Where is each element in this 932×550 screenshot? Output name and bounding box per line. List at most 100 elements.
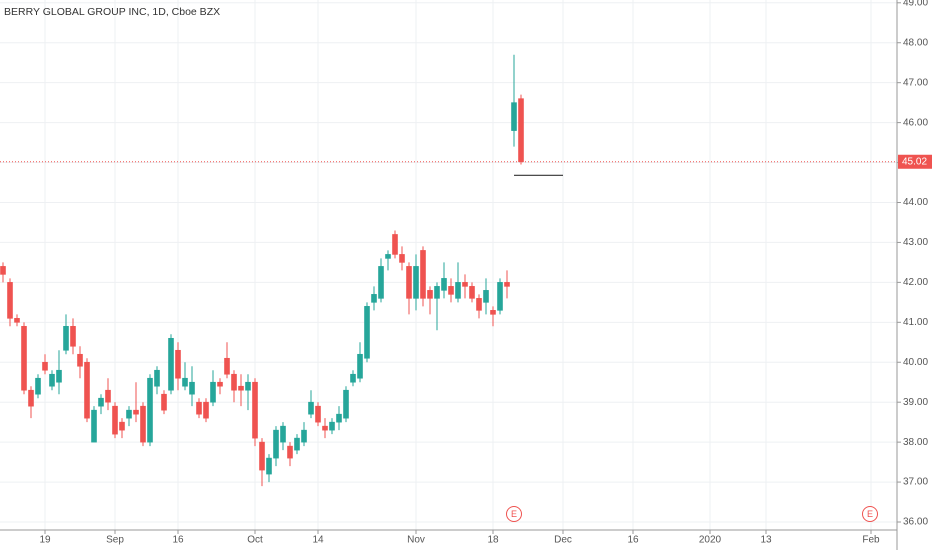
- chart-title: BERRY GLOBAL GROUP INC, 1D, Cboe BZX: [4, 6, 220, 18]
- candle-body: [518, 98, 524, 163]
- x-tick-label: 2020: [699, 535, 722, 546]
- candle-body: [203, 401, 209, 419]
- candle-body: [189, 381, 195, 395]
- candle-body: [133, 409, 139, 415]
- candle-body: [175, 349, 181, 379]
- x-tick-label: 16: [627, 535, 639, 546]
- candle-body: [35, 377, 41, 395]
- x-tick-label: Dec: [554, 535, 572, 546]
- earnings-marker: [506, 506, 522, 522]
- candle-body: [392, 234, 398, 255]
- candle-body: [280, 425, 286, 443]
- candle-body: [182, 377, 188, 387]
- y-tick-label: 41.00: [903, 317, 928, 328]
- x-tick-label: 16: [172, 535, 184, 546]
- y-tick-label: 42.00: [903, 277, 928, 288]
- candle-body: [273, 429, 279, 459]
- candle-body: [413, 266, 419, 299]
- candle-body: [119, 421, 125, 431]
- candle-body: [483, 290, 489, 303]
- candle-body: [469, 286, 475, 299]
- y-tick-label: 40.00: [903, 357, 928, 368]
- candle-body: [420, 250, 426, 299]
- candle-body: [336, 413, 342, 423]
- candle-body: [399, 254, 405, 263]
- candle-body: [427, 290, 433, 299]
- earnings-label: E: [511, 509, 517, 519]
- candle-body: [287, 445, 293, 459]
- x-tick-label: Feb: [862, 535, 880, 546]
- y-tick-label: 38.00: [903, 437, 928, 448]
- candle-body: [84, 361, 90, 419]
- x-tick-label: Oct: [247, 535, 263, 546]
- y-tick-label: 44.00: [903, 197, 928, 208]
- y-tick-label: 43.00: [903, 237, 928, 248]
- candle-body: [371, 294, 377, 303]
- candle-body: [14, 318, 20, 323]
- last-price-label: 45.02: [902, 156, 927, 167]
- candle-body: [490, 310, 496, 315]
- candle-body: [147, 377, 153, 443]
- candle-body: [511, 102, 517, 131]
- y-tick-label: 39.00: [903, 397, 928, 408]
- candle-body: [476, 298, 482, 311]
- candle-body: [350, 373, 356, 383]
- candle-body: [301, 429, 307, 443]
- candle-body: [105, 389, 111, 403]
- candle-body: [210, 381, 216, 403]
- x-tick-label: Nov: [407, 535, 425, 546]
- candle-body: [49, 373, 55, 387]
- candle-body: [42, 361, 48, 371]
- candle-body: [77, 353, 83, 367]
- y-tick-label: 46.00: [903, 117, 928, 128]
- earnings-marker: [862, 506, 878, 522]
- candle-body: [231, 373, 237, 391]
- candle-body: [126, 409, 132, 419]
- x-tick-label: 13: [760, 535, 772, 546]
- candle-body: [21, 326, 27, 391]
- y-tick-label: 49.00: [903, 0, 928, 8]
- candle-body: [168, 337, 174, 391]
- candle-body: [266, 457, 272, 475]
- candle-body: [98, 397, 104, 407]
- candle-body: [329, 421, 335, 431]
- y-tick-label: 47.00: [903, 77, 928, 88]
- candle-body: [7, 282, 13, 319]
- candle-body: [28, 389, 34, 407]
- candle-body: [448, 286, 454, 295]
- candle-body: [434, 286, 440, 299]
- candle-body: [252, 381, 258, 439]
- candle-body: [504, 282, 510, 287]
- candle-body: [0, 266, 6, 275]
- candle-body: [441, 278, 447, 291]
- y-tick-label: 37.00: [903, 477, 928, 488]
- candle-body: [364, 306, 370, 359]
- candle-body: [140, 405, 146, 443]
- y-tick-label: 36.00: [903, 517, 928, 528]
- candle-body: [56, 369, 62, 383]
- y-tick-label: 48.00: [903, 37, 928, 48]
- candle-body: [91, 409, 97, 443]
- candle-body: [315, 405, 321, 423]
- candle-body: [224, 357, 230, 375]
- candle-body: [154, 369, 160, 387]
- x-tick-label: 14: [312, 535, 324, 546]
- candle-body: [259, 441, 265, 471]
- candle-body: [63, 326, 69, 351]
- candle-body: [497, 282, 503, 311]
- candle-body: [322, 425, 328, 431]
- candle-body: [378, 266, 384, 299]
- candle-body: [112, 405, 118, 435]
- candle-body: [308, 401, 314, 415]
- candle-body: [70, 326, 76, 347]
- candle-body: [245, 381, 251, 391]
- candle-body: [406, 266, 412, 299]
- candle-body: [196, 401, 202, 415]
- candle-body: [455, 282, 461, 299]
- candle-body: [343, 389, 349, 419]
- candle-body: [161, 393, 167, 411]
- candle-body: [357, 353, 363, 379]
- candle-body: [385, 254, 391, 259]
